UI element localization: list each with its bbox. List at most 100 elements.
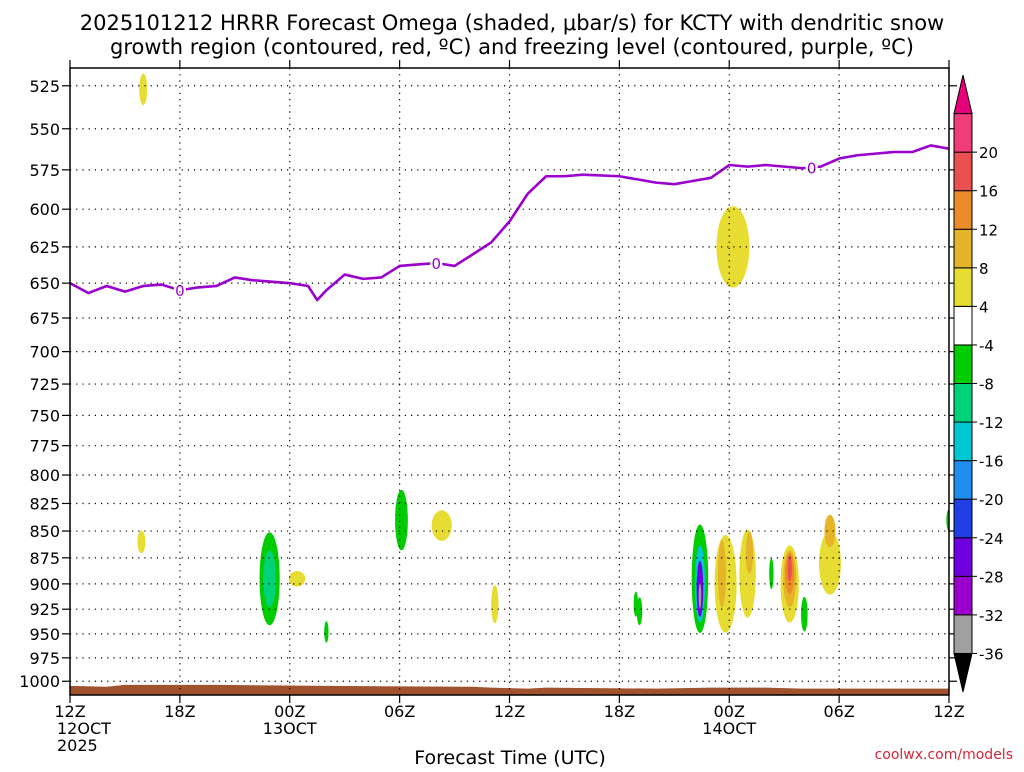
freezing-level-line <box>70 144 949 302</box>
chart-title-line-2: growth region (contoured, red, ºC) and f… <box>110 35 914 59</box>
colorbar: -36 -32 -28 -24 -20 -16 -12 -8 -4 4 8 12 16 20 <box>953 74 1004 693</box>
y-tick-label: 800 <box>29 466 60 485</box>
freezing-label-bg <box>430 254 443 273</box>
colorbar-swatch <box>953 190 973 230</box>
x-axis-label: Forecast Time (UTC) <box>414 747 605 768</box>
colorbar-swatch <box>953 614 973 654</box>
y-tick-label: 525 <box>29 77 60 96</box>
omega-blob <box>801 596 808 632</box>
x-tick-label: 12Z <box>494 702 525 721</box>
colorbar-label: -32 <box>979 607 1004 625</box>
colorbar-label: -24 <box>979 530 1004 548</box>
y-tick-label: 750 <box>29 406 60 425</box>
y-tick-label: 900 <box>29 575 60 594</box>
omega-blob <box>787 555 792 582</box>
y-tick-label: 575 <box>29 161 60 180</box>
chart-title-line-1: 2025101212 HRRR Forecast Omega (shaded, … <box>80 11 944 35</box>
y-tick-label: 925 <box>29 600 60 619</box>
y-tick-label: 1000 <box>19 672 60 691</box>
colorbar-swatch <box>953 267 973 307</box>
colorbar-swatch <box>953 151 973 192</box>
omega-blob <box>137 530 146 554</box>
omega-blob <box>263 550 277 608</box>
colorbar-label: -8 <box>979 376 994 394</box>
omega-blob <box>769 557 774 590</box>
colorbar-label: 12 <box>979 221 998 239</box>
colorbar-swatch <box>953 460 973 500</box>
omega-blob <box>288 570 306 587</box>
terrain-fill <box>70 684 949 695</box>
omega-blob <box>818 531 841 595</box>
y-tick-label: 950 <box>29 625 60 644</box>
omega-blob <box>636 597 643 626</box>
freezing-level-label: 0 <box>807 159 817 177</box>
freezing-label-bg <box>805 158 818 177</box>
colorbar-swatch <box>953 344 973 384</box>
x-tick-label: 18Z <box>604 702 635 721</box>
x-tick-label: 12Z <box>54 702 85 721</box>
x-tick-label: 06Z <box>823 702 854 721</box>
colorbar-swatch <box>953 113 973 153</box>
colorbar-label: 16 <box>979 183 998 201</box>
x-tick-label: 14OCT <box>702 719 756 738</box>
y-tick-label: 625 <box>29 238 60 257</box>
colorbar-label: -16 <box>979 453 1004 471</box>
x-tick-label: 00Z <box>714 702 745 721</box>
y-axis: 525 550 575 600 625 650 675 700 725 750 775 800 825 8… <box>19 77 957 691</box>
y-tick-label: 550 <box>29 120 60 139</box>
omega-blob <box>745 531 754 574</box>
colorbar-label: -20 <box>979 491 1004 509</box>
y-tick-label: 975 <box>29 649 60 668</box>
freezing-level-label: 0 <box>431 255 441 273</box>
colorbar-label: 8 <box>979 260 989 278</box>
x-tick-label: 00Z <box>274 702 305 721</box>
omega-blob <box>824 514 836 548</box>
x-tick-label: 2025 <box>57 736 98 755</box>
omega-shading: 000 <box>70 73 949 695</box>
x-tick-label: 18Z <box>164 702 195 721</box>
omega-blob <box>139 73 148 106</box>
y-tick-label: 600 <box>29 200 60 219</box>
y-tick-label: 875 <box>29 549 60 568</box>
colorbar-swatch <box>953 575 973 616</box>
y-tick-label: 825 <box>29 494 60 513</box>
colorbar-label: -4 <box>979 337 994 355</box>
y-tick-label: 675 <box>29 309 60 328</box>
y-tick-label: 700 <box>29 343 60 362</box>
colorbar-label: -28 <box>979 568 1004 586</box>
omega-blob <box>395 489 408 551</box>
omega-blob <box>716 206 750 288</box>
omega-blob <box>717 539 726 608</box>
freezing-label-bg <box>173 281 186 300</box>
omega-blob <box>633 591 639 617</box>
omega-blob <box>491 585 499 624</box>
colorbar-label: 20 <box>979 144 998 162</box>
colorbar-swatch <box>953 537 973 577</box>
colorbar-label: 4 <box>979 298 989 316</box>
colorbar-swatch <box>953 383 973 423</box>
grid <box>70 68 949 695</box>
colorbar-arrow-high <box>953 74 973 115</box>
omega-blob <box>698 583 702 609</box>
omega-blob <box>324 621 329 643</box>
omega-blob <box>431 510 452 541</box>
y-tick-label: 850 <box>29 522 60 541</box>
colorbar-swatch <box>953 421 973 462</box>
colorbar-label: -12 <box>979 414 1004 432</box>
colorbar-swatch <box>953 228 973 269</box>
colorbar-swatch <box>953 498 973 539</box>
colorbar-arrow-low <box>953 652 973 693</box>
x-tick-label: 13OCT <box>263 719 317 738</box>
plot-area: 0005255505756006256506757007257507758008… <box>19 60 965 755</box>
x-tick-label: 12OCT <box>57 719 111 738</box>
credit-text: coolwx.com/models <box>875 747 1013 763</box>
x-tick-label: 06Z <box>384 702 415 721</box>
colorbar-label: -36 <box>979 645 1004 663</box>
y-tick-label: 650 <box>29 274 60 293</box>
y-tick-label: 775 <box>29 437 60 456</box>
colorbar-swatch <box>953 305 973 346</box>
x-tick-label: 12Z <box>933 702 964 721</box>
